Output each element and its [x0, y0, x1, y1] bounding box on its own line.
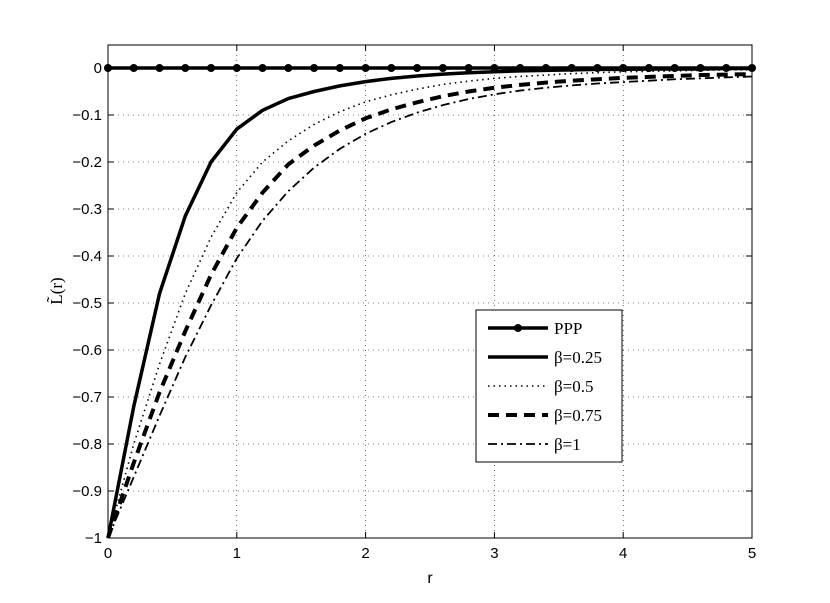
ppp-marker — [464, 64, 473, 72]
legend-marker — [514, 324, 522, 332]
ppp-marker — [567, 64, 576, 72]
ppp-marker — [490, 64, 499, 72]
series-line-3 — [106, 72, 753, 539]
x-tick-label: 3 — [490, 545, 498, 562]
ppp-marker — [696, 64, 705, 72]
ppp-marker — [593, 64, 602, 72]
y-tick-label: −0.8 — [72, 436, 102, 453]
ppp-marker — [438, 64, 447, 72]
legend-label: β=1 — [554, 435, 581, 454]
x-tick-label: 1 — [233, 545, 241, 562]
x-axis-label: r — [427, 570, 433, 587]
ppp-marker — [155, 64, 164, 72]
ppp-marker — [670, 64, 679, 72]
y-tick-label: −0.6 — [72, 342, 102, 359]
legend-box — [475, 309, 623, 463]
ppp-marker — [387, 64, 396, 72]
series-layer — [104, 64, 756, 539]
ticks: 0 1 2 3 4 5 0 −0.1 −0.2 −0.3 −0.4 −0.5 −0.6 −0.7 −0.8 −… — [72, 45, 756, 562]
ppp-marker — [181, 64, 190, 72]
legend: PPP β=0.25 β=0.5 β=0.75 β=1 — [475, 309, 623, 463]
x-tick-label: 0 — [104, 545, 112, 562]
ppp-marker — [541, 64, 550, 72]
x-tick-label: 2 — [361, 545, 369, 562]
y-tick-label: −0.4 — [72, 248, 102, 265]
legend-label: β=0.25 — [554, 348, 602, 367]
ppp-marker — [722, 64, 731, 72]
x-tick-label: 4 — [619, 545, 627, 562]
y-tick-label: −0.1 — [72, 107, 102, 124]
ppp-marker — [232, 64, 241, 72]
ppp-marker — [619, 64, 628, 72]
y-tick-label: −0.5 — [72, 295, 102, 312]
ppp-marker — [335, 64, 344, 72]
y-axis-label: L̃(r) — [47, 277, 66, 304]
ppp-marker — [516, 64, 525, 72]
ppp-marker — [284, 64, 293, 72]
y-tick-label: −0.7 — [72, 389, 102, 406]
ppp-marker — [258, 64, 267, 72]
ppp-marker — [413, 64, 422, 72]
y-tick-label: −0.2 — [72, 154, 102, 171]
plot-frame — [107, 44, 753, 539]
x-tick-label: 5 — [748, 545, 756, 562]
ppp-marker — [361, 64, 370, 72]
ppp-marker — [644, 64, 653, 72]
series-line-4 — [107, 75, 753, 539]
legend-label: PPP — [554, 319, 582, 338]
ppp-marker — [207, 64, 216, 72]
y-tick-label: −1 — [85, 530, 102, 547]
y-tick-label: −0.3 — [72, 201, 102, 218]
legend-label: β=0.75 — [554, 406, 602, 425]
y-tick-label: 0 — [94, 60, 102, 77]
ppp-marker — [310, 64, 319, 72]
y-tick-label: −0.9 — [72, 483, 102, 500]
legend-label: β=0.5 — [554, 377, 594, 396]
ppp-marker — [129, 64, 138, 72]
